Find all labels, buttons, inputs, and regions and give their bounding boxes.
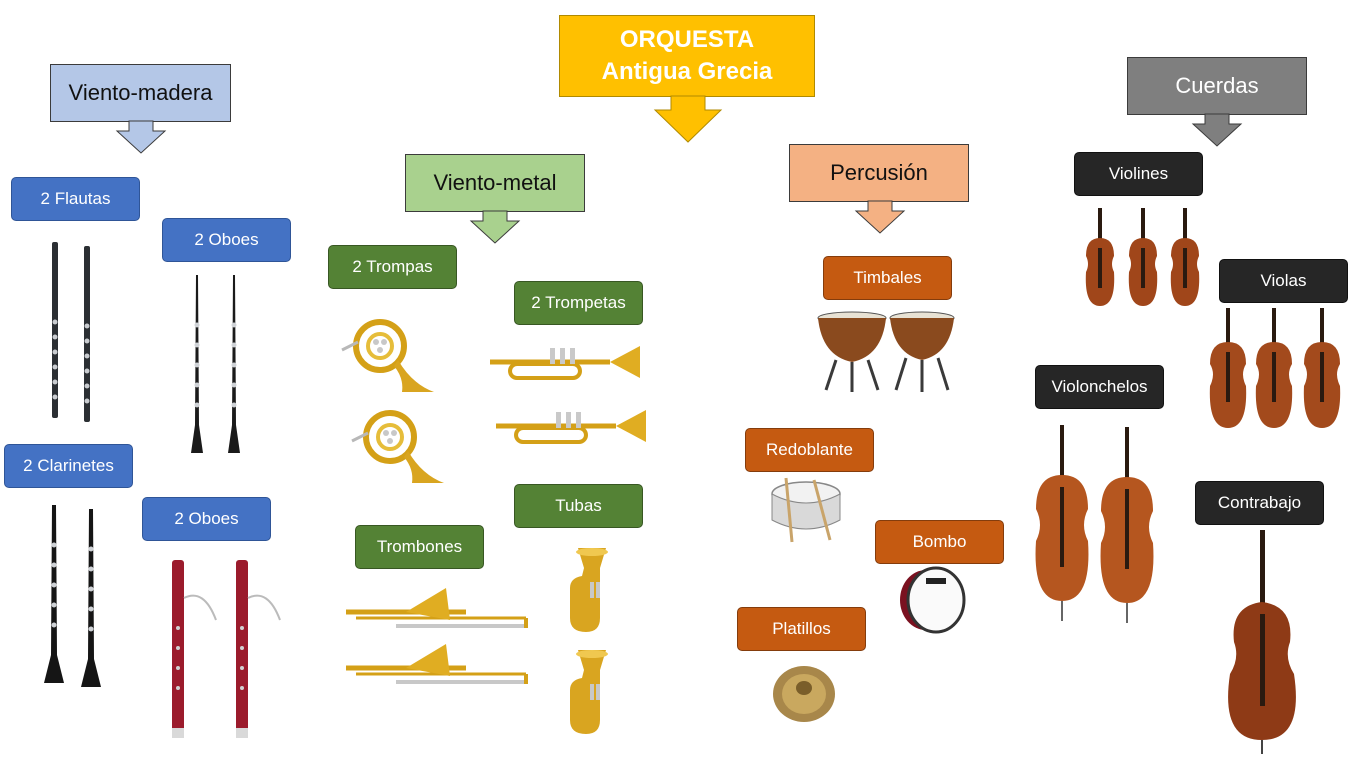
tuba-icon bbox=[570, 650, 608, 734]
label-cellos: Violonchelos bbox=[1035, 365, 1164, 409]
oboe-icon bbox=[191, 275, 203, 453]
flute-icon bbox=[84, 246, 90, 422]
brass-arrow bbox=[469, 210, 521, 244]
label-oboes: 2 Oboes bbox=[162, 218, 291, 262]
woodwind-arrow bbox=[115, 120, 167, 154]
tuba-icon bbox=[570, 548, 608, 632]
label-cymbals: Platillos bbox=[737, 607, 866, 651]
viola-icon bbox=[1209, 308, 1247, 428]
violin-icon bbox=[1085, 208, 1115, 306]
trombone-icon bbox=[346, 588, 528, 628]
title-line1: ORQUESTA bbox=[619, 26, 755, 53]
cello-icon bbox=[1100, 427, 1154, 623]
clarinet-icon bbox=[81, 509, 101, 687]
cymbal-icon bbox=[773, 666, 835, 722]
violin-icon bbox=[1128, 208, 1158, 306]
trombone-icon bbox=[346, 644, 528, 684]
flute-icon bbox=[52, 242, 58, 418]
label-bass-drum: Bombo bbox=[875, 520, 1004, 564]
label-trumpets: 2 Trompetas bbox=[514, 281, 643, 325]
cello-icon bbox=[1035, 425, 1089, 621]
double-bass-icon bbox=[1228, 530, 1296, 754]
title-line2: Antigua Grecia bbox=[601, 58, 773, 85]
section-brass: Viento-metal bbox=[405, 154, 585, 212]
label-snare: Redoblante bbox=[745, 428, 874, 472]
label-horns: 2 Trompas bbox=[328, 245, 457, 289]
timpani-icon bbox=[817, 311, 955, 392]
strings-arrow bbox=[1191, 113, 1243, 147]
trumpet-icon bbox=[496, 410, 646, 444]
title-arrow bbox=[653, 95, 723, 143]
french-horn-icon bbox=[341, 319, 434, 392]
section-woodwind: Viento-madera bbox=[50, 64, 231, 122]
viola-icon bbox=[1255, 308, 1293, 428]
label-clarinets: 2 Clarinetes bbox=[4, 444, 133, 488]
bassoon-icon bbox=[172, 560, 217, 738]
french-horn-icon bbox=[351, 410, 444, 483]
section-strings: Cuerdas bbox=[1127, 57, 1307, 115]
label-timpani: Timbales bbox=[823, 256, 952, 300]
percussion-arrow bbox=[854, 200, 906, 234]
label-double-bass: Contrabajo bbox=[1195, 481, 1324, 525]
bass-drum-icon bbox=[900, 566, 966, 634]
label-trombones: Trombones bbox=[355, 525, 484, 569]
label-violins: Violines bbox=[1074, 152, 1203, 196]
section-percussion: Percusión bbox=[789, 144, 969, 202]
label-tubas: Tubas bbox=[514, 484, 643, 528]
viola-icon bbox=[1303, 308, 1341, 428]
label-bassoons: 2 Oboes bbox=[142, 497, 271, 541]
bassoon-icon bbox=[236, 560, 281, 738]
oboe-icon bbox=[228, 275, 240, 453]
snare-drum-icon bbox=[771, 477, 841, 543]
clarinet-icon bbox=[44, 505, 64, 683]
title-box: ORQUESTA Antigua Grecia bbox=[559, 15, 815, 97]
label-violas: Violas bbox=[1219, 259, 1348, 303]
label-flutes: 2 Flautas bbox=[11, 177, 140, 221]
trumpet-icon bbox=[490, 346, 640, 380]
violin-icon bbox=[1170, 208, 1200, 306]
